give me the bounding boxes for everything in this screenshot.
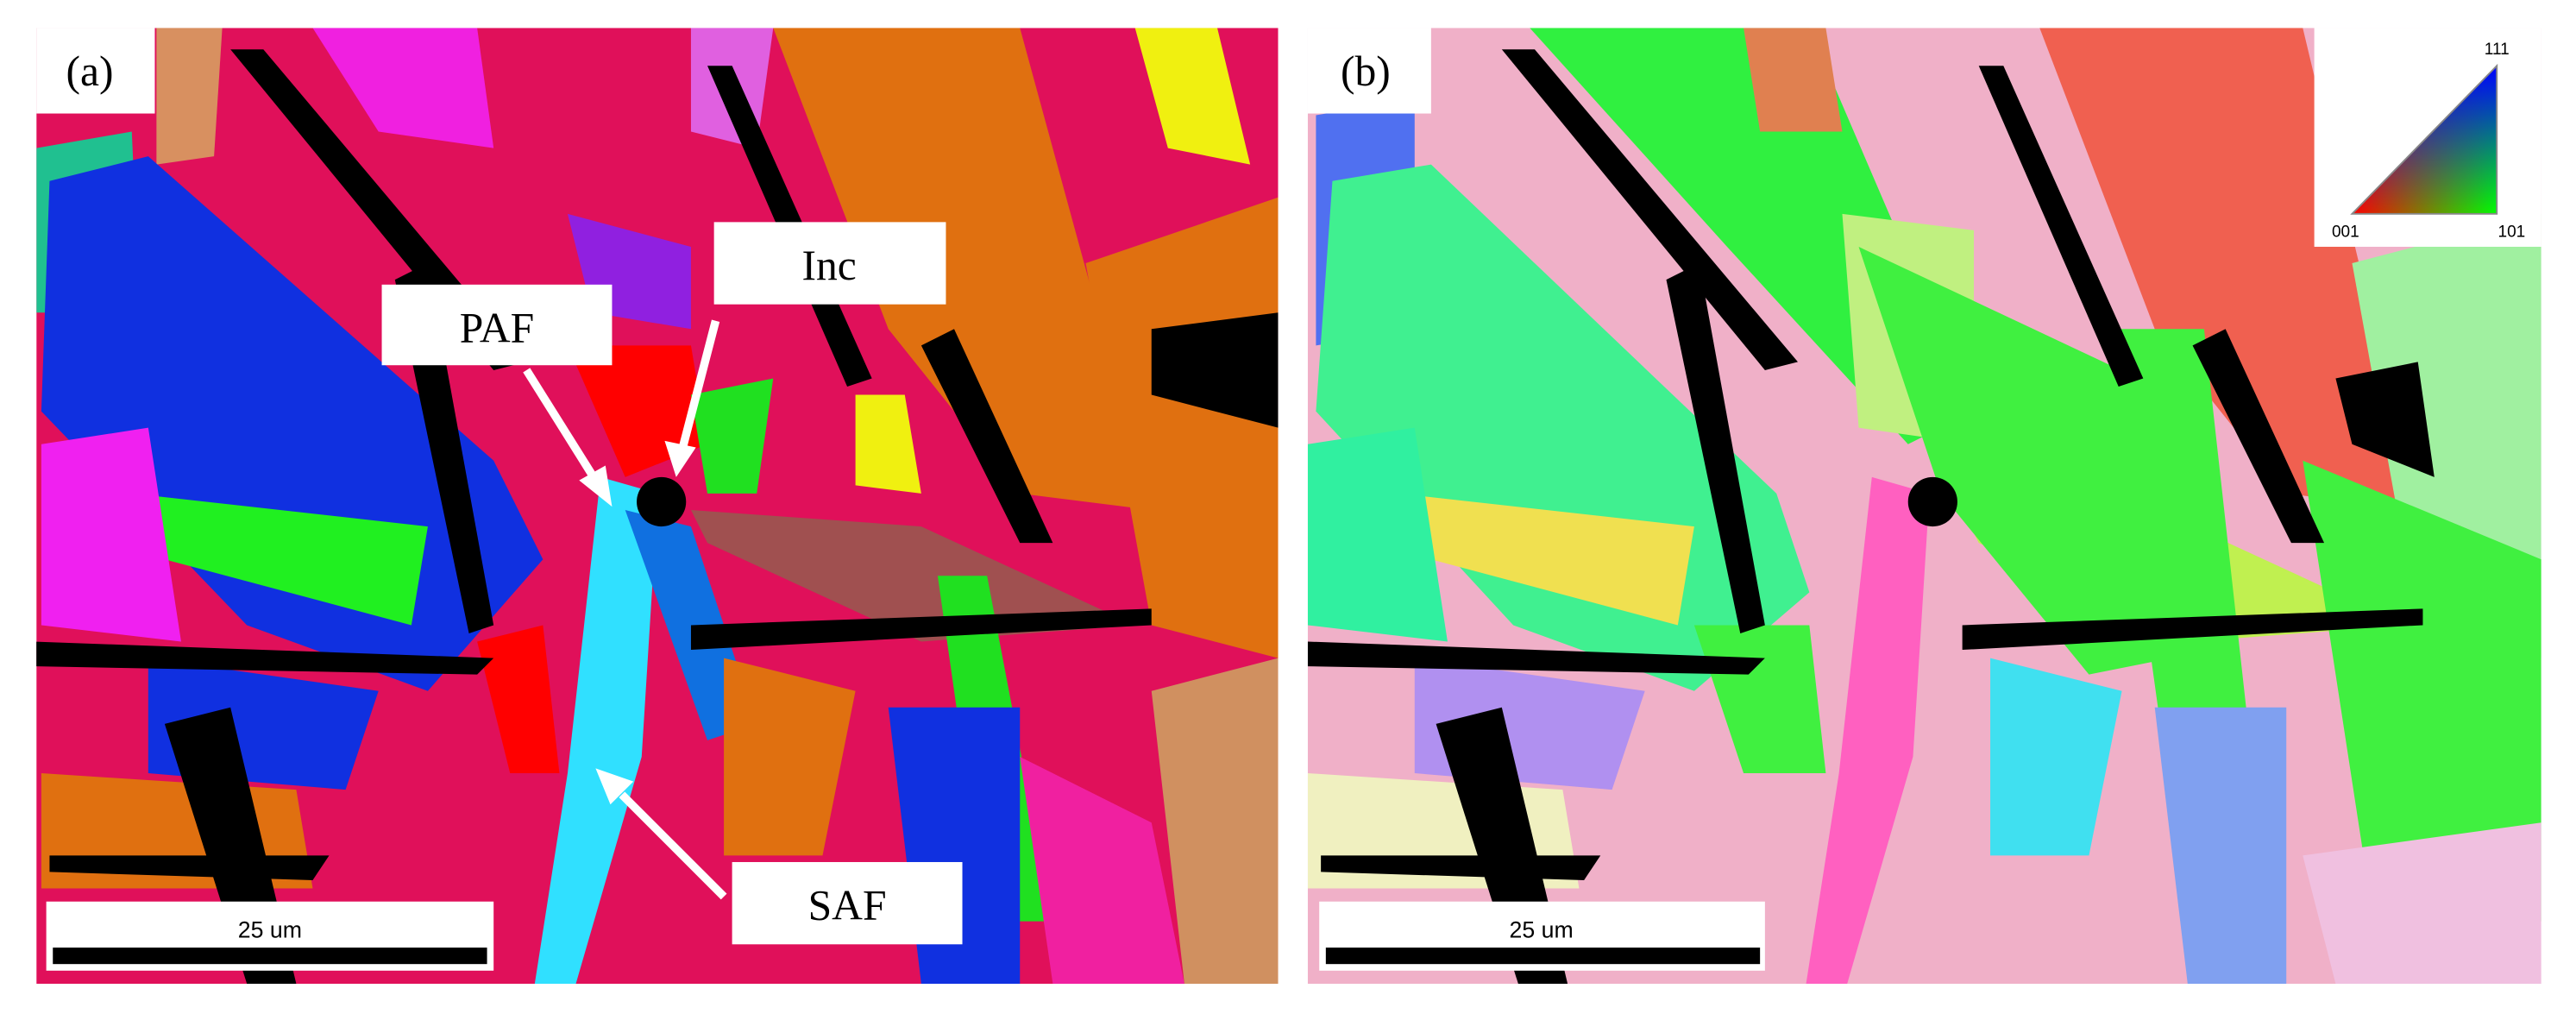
label-bg	[36, 28, 155, 114]
grain	[1744, 28, 1843, 132]
panel-b-map	[1307, 28, 2541, 985]
grain	[1151, 312, 1279, 428]
grain	[1962, 608, 2423, 651]
grain	[664, 440, 696, 477]
grain	[1307, 427, 1448, 642]
grain	[2335, 362, 2435, 477]
ipf-label: 001	[2332, 224, 2359, 242]
grain	[523, 368, 600, 483]
panel-label: (b)	[1341, 47, 1391, 95]
inclusion	[637, 476, 687, 527]
grain	[724, 658, 856, 856]
grain	[131, 493, 428, 626]
annotation: Inc	[801, 242, 856, 289]
annotation-box	[381, 284, 613, 366]
grain	[855, 394, 921, 494]
grain	[773, 28, 1152, 510]
grain	[579, 465, 613, 507]
grain	[1501, 49, 1798, 370]
grain	[2192, 329, 2325, 544]
grain	[595, 768, 634, 805]
ipf-label: 101	[2498, 224, 2526, 242]
grain	[534, 476, 658, 985]
panel-a-map	[36, 28, 1279, 985]
scale-bar-label: 25 um	[238, 917, 302, 943]
scale-bar	[1325, 948, 1761, 965]
scale-bar-label: 25 um	[1509, 917, 1573, 943]
grain	[1020, 756, 1184, 985]
scale-bar	[53, 948, 487, 965]
grain	[1398, 493, 1694, 626]
grain	[1307, 641, 1765, 675]
grain	[1806, 476, 1930, 985]
grain	[312, 28, 494, 148]
grain	[1134, 28, 1251, 165]
annotation-box	[732, 861, 963, 945]
grain	[678, 319, 720, 449]
grain	[920, 329, 1053, 544]
label-bg	[1307, 28, 1431, 114]
annotation-box	[713, 222, 946, 305]
grain	[2154, 707, 2287, 985]
grain	[690, 378, 774, 494]
group	[1307, 49, 2435, 985]
grain	[477, 625, 560, 774]
annotation: PAF	[460, 305, 534, 352]
grain	[41, 427, 181, 642]
grain	[1990, 658, 2122, 856]
arrows	[523, 319, 727, 900]
ipf-triangle-overlay	[2350, 63, 2498, 215]
grain	[156, 28, 223, 165]
grain	[619, 791, 727, 900]
grain	[36, 641, 494, 675]
panel-label: (a)	[66, 47, 114, 95]
grain	[1978, 66, 2144, 387]
grain	[1151, 658, 1279, 985]
grain	[1858, 246, 2171, 675]
ipf-label: 111	[2485, 41, 2510, 59]
grain	[2303, 822, 2541, 985]
grain	[2303, 460, 2541, 922]
grain	[690, 510, 1135, 642]
grain	[1085, 197, 1279, 658]
inclusion	[1907, 476, 1957, 527]
grain	[690, 608, 1152, 651]
annotation: SAF	[808, 882, 887, 929]
grain	[1666, 263, 1765, 633]
